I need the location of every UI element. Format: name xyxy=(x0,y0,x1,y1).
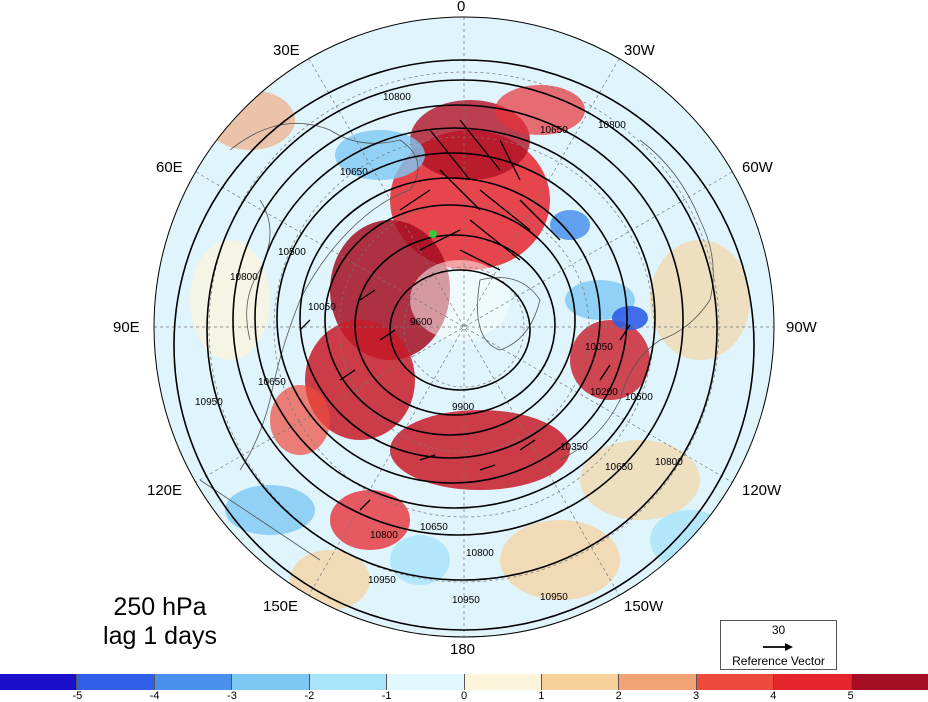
reference-arrow-icon xyxy=(763,643,793,651)
contour-label: 10800 xyxy=(383,92,411,103)
color-bar-segment xyxy=(232,674,310,690)
color-bar-segment xyxy=(309,674,388,690)
lon-label-150w: 150W xyxy=(624,598,664,615)
contour-label: 10650 xyxy=(540,125,568,136)
color-bar-segment xyxy=(387,674,465,690)
contour-label: 10800 xyxy=(370,530,398,541)
lon-label-60w: 60W xyxy=(742,159,773,176)
color-bar-tick-label: -5 xyxy=(72,690,83,702)
lon-label-0: 0 xyxy=(457,0,466,15)
color-bar-tick-label: 4 xyxy=(770,690,777,702)
color-bar-tick-label: -4 xyxy=(149,690,160,702)
lon-label-60e: 60E xyxy=(156,159,183,176)
color-bar xyxy=(0,674,928,690)
color-bar-segment xyxy=(696,674,775,690)
color-bar-segment xyxy=(0,674,78,690)
contour-label: 10950 xyxy=(368,575,396,586)
contour-label: 10050 xyxy=(308,302,336,313)
color-bar-tick-label: 0 xyxy=(460,690,468,702)
color-bar-tick-label: 2 xyxy=(615,690,622,702)
contour-label: 10950 xyxy=(452,595,480,606)
contour-label: 10050 xyxy=(585,342,613,353)
color-bar-tick-label: -3 xyxy=(227,690,237,702)
coastlines xyxy=(199,122,714,561)
anomaly-shading xyxy=(190,85,750,610)
contour-label: 10650 xyxy=(605,462,633,473)
contour-label: 10650 xyxy=(258,377,286,388)
lon-label-120w: 120W xyxy=(742,482,782,499)
lon-label-90w: 90W xyxy=(786,319,817,336)
wind-vectors xyxy=(299,119,631,511)
color-bar-tick-label: 1 xyxy=(538,690,545,702)
color-bar-segment xyxy=(541,674,620,690)
color-bar-segment xyxy=(774,674,852,690)
color-bar-tick-label: -2 xyxy=(304,690,315,702)
contour-label: 10350 xyxy=(560,442,588,453)
color-bar-segment xyxy=(154,674,233,690)
lon-label-90e: 90E xyxy=(113,319,140,336)
reference-vector-caption: Reference Vector xyxy=(732,654,825,668)
contour-label: 10200 xyxy=(590,387,618,398)
contour-label: 10500 xyxy=(278,247,306,258)
color-bar-segment xyxy=(464,674,542,690)
color-bar-segment xyxy=(77,674,155,690)
lon-label-30e: 30E xyxy=(273,42,300,59)
contour-label: 10500 xyxy=(625,392,653,403)
contour-label: 10950 xyxy=(540,592,568,603)
marker-point xyxy=(429,230,437,238)
map-title-level: 250 hPa xyxy=(113,593,207,621)
color-bar-tick-label: -1 xyxy=(381,690,392,702)
height-contours xyxy=(173,59,755,631)
color-bar-tick-label: 3 xyxy=(692,690,700,702)
lon-label-180: 180 xyxy=(450,641,476,658)
map-title-lag: lag 1 days xyxy=(103,622,217,650)
contour-label: 10950 xyxy=(195,397,223,408)
color-bar-segment xyxy=(851,674,928,690)
lon-label-30w: 30W xyxy=(624,42,655,59)
contour-label: 10800 xyxy=(655,457,683,468)
reference-vector-box: 30 Reference Vector xyxy=(720,620,837,670)
lon-label-120e: 120E xyxy=(147,482,183,499)
contour-label: 10800 xyxy=(230,272,258,283)
reference-vector-magnitude: 30 xyxy=(771,623,786,637)
contour-label: 10800 xyxy=(598,120,626,131)
contour-label: 10800 xyxy=(466,548,494,559)
map-border xyxy=(153,16,775,638)
contour-label: 9600 xyxy=(410,317,433,328)
contour-label: 10650 xyxy=(340,167,368,178)
lon-label-150e: 150E xyxy=(263,598,299,615)
color-bar-tick-label: 5 xyxy=(847,690,854,702)
contour-label: 10650 xyxy=(420,522,448,533)
color-bar-segment xyxy=(619,674,697,690)
contour-label: 9900 xyxy=(452,402,475,413)
